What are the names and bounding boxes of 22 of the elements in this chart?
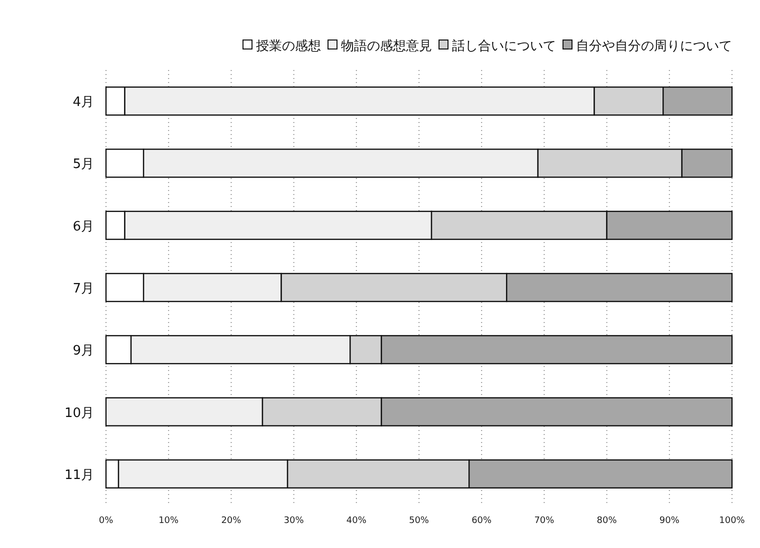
y-tick-label: 9月 — [72, 344, 94, 359]
x-tick-label: 20% — [221, 516, 242, 526]
y-tick-label: 11月 — [64, 468, 94, 483]
y-tick-label: 7月 — [72, 282, 94, 296]
x-tick-label: 60% — [472, 516, 492, 526]
x-tick-label: 30% — [284, 516, 304, 526]
x-tick-label: 100% — [719, 516, 746, 526]
legend-label: 授業の感想 — [256, 39, 321, 54]
legend-label: 自分や自分の周りについて — [576, 39, 732, 54]
legend-label: 話し合いについて — [452, 39, 556, 54]
x-tick-label: 90% — [659, 516, 680, 526]
y-tick-label: 4月 — [72, 95, 94, 110]
x-tick-label: 50% — [408, 516, 430, 526]
x-tick-label: 0% — [98, 516, 114, 526]
y-tick-label: 6月 — [72, 219, 94, 234]
legend-label: 物語の感想意見 — [341, 39, 432, 54]
x-tick-label: 40% — [346, 516, 367, 526]
y-tick-label: 5月 — [72, 157, 94, 172]
x-tick-label: 70% — [534, 516, 555, 526]
x-tick-label: 80% — [596, 516, 618, 526]
y-tick-label: 10月 — [64, 406, 94, 421]
x-tick-label: 10% — [158, 516, 180, 526]
